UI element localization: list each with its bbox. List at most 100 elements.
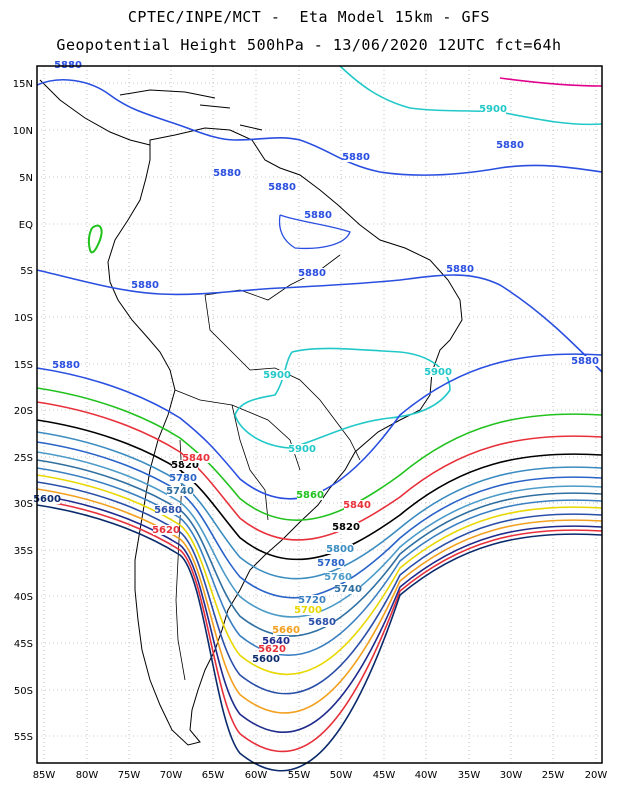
contour-labels: 5880 5900 5880 5880 5880 5880 5880 5880 5880 5880… xyxy=(33,60,599,665)
lon-tick-label: 70W xyxy=(160,770,183,781)
contour-5780 xyxy=(36,441,603,599)
contour-5900 xyxy=(234,347,451,449)
contour-label-bg xyxy=(132,280,158,290)
contour-label: 5620 xyxy=(152,525,180,536)
lat-tick-label: 10S xyxy=(14,313,33,324)
contour-label-bg xyxy=(53,360,79,370)
contour-label-bg xyxy=(309,617,335,627)
contour-label-bg xyxy=(269,182,295,192)
contour-label-bg xyxy=(183,453,209,463)
lat-tick-label: 40S xyxy=(14,592,33,603)
contour-label: 5740 xyxy=(166,486,194,497)
contour-5680 xyxy=(36,481,603,695)
contour-label: 5900 xyxy=(424,367,452,378)
contour-label: 5780 xyxy=(169,473,197,484)
contour-5600 xyxy=(36,504,603,772)
lat-tick-label: 45S xyxy=(14,639,33,650)
lat-tick-label: EQ xyxy=(19,220,33,231)
contour-label-bg xyxy=(253,654,279,664)
contour-label-bg xyxy=(155,505,181,515)
contour-label-bg xyxy=(167,486,193,496)
contour-5900 xyxy=(339,65,603,126)
contour-5920 xyxy=(499,77,603,87)
contour-label: 5680 xyxy=(308,617,336,628)
contour-label: 5840 xyxy=(182,453,210,464)
lon-tick-label: 20W xyxy=(585,770,608,781)
contour-label: 5900 xyxy=(288,444,316,455)
contour-label: 5880 xyxy=(304,210,332,221)
contour-label-bg xyxy=(170,473,196,483)
lon-tick-label: 35W xyxy=(458,770,481,781)
contour-label-bg xyxy=(214,168,240,178)
contour-label-bg xyxy=(318,558,344,568)
contour-5760 xyxy=(36,451,603,618)
lat-tick-label: 55S xyxy=(14,732,33,743)
contour-label-bg xyxy=(299,595,325,605)
contour-label: 5620 xyxy=(258,644,286,655)
central-america-coastline xyxy=(39,79,151,146)
contour-label: 5800 xyxy=(326,544,354,555)
contour-label-bg xyxy=(305,210,331,220)
contour-label-bg xyxy=(172,460,198,470)
lat-tick-label: 20S xyxy=(14,406,33,417)
contour-5720 xyxy=(36,467,603,657)
contour-label: 5880 xyxy=(298,268,326,279)
contour-label-bg xyxy=(572,356,598,366)
contour-label: 5900 xyxy=(479,104,507,115)
contour-label-bg xyxy=(297,490,323,500)
lat-tick-label: 10N xyxy=(13,126,33,137)
contour-label: 5900 xyxy=(263,370,291,381)
contour-label-bg xyxy=(34,494,60,504)
contour-5840 xyxy=(36,401,603,541)
contour-label: 5880 xyxy=(342,152,370,163)
contour-label: 5600 xyxy=(33,494,61,505)
lon-tick-label: 50W xyxy=(330,770,353,781)
map-subtitle: Geopotential Height 500hPa - 13/06/2020 … xyxy=(56,36,562,54)
contour-label-bg xyxy=(153,525,179,535)
contour-label: 5840 xyxy=(343,500,371,511)
contour-label: 5820 xyxy=(171,460,199,471)
contour-label: 5660 xyxy=(272,625,300,636)
contour-5700 xyxy=(36,474,603,676)
lat-tick-label: 30S xyxy=(14,499,33,510)
lat-tick-label: 50S xyxy=(14,686,33,697)
contour-label-bg xyxy=(259,644,285,654)
lon-tick-label: 65W xyxy=(202,770,225,781)
lat-tick-label: 5S xyxy=(20,266,33,277)
lon-tick-label: 85W xyxy=(33,770,56,781)
lon-tick-label: 60W xyxy=(245,770,268,781)
contour-label-bg xyxy=(295,605,321,615)
contour-label-bg xyxy=(325,572,351,582)
lon-tick-label: 55W xyxy=(288,770,311,781)
contour-label: 5880 xyxy=(131,280,159,291)
contour-label: 5880 xyxy=(446,264,474,275)
contour-label-bg xyxy=(327,544,353,554)
contour-label-bg xyxy=(344,500,370,510)
contour-5880 xyxy=(278,214,351,250)
contour-5620 xyxy=(36,499,603,753)
contour-label-bg xyxy=(425,367,451,377)
contour-label-bg xyxy=(447,264,473,274)
contour-label: 5640 xyxy=(262,636,290,647)
lat-tick-label: 15S xyxy=(14,360,33,371)
contour-5880 xyxy=(36,79,603,176)
contour-label: 5880 xyxy=(571,356,599,367)
contour-5860 xyxy=(36,387,603,521)
south-america-coastline xyxy=(107,127,463,746)
contour-label: 5880 xyxy=(268,182,296,193)
lat-tick-label: 25S xyxy=(14,453,33,464)
lon-tick-label: 80W xyxy=(76,770,99,781)
contour-label-bg xyxy=(480,104,506,114)
lon-tick-label: 45W xyxy=(373,770,396,781)
contour-5740 xyxy=(36,459,603,637)
contour-label: 5880 xyxy=(213,168,241,179)
contour-label: 5720 xyxy=(298,595,326,606)
contour-label-bg xyxy=(273,625,299,635)
contour-5820 xyxy=(36,419,603,561)
lat-tick-label: 5N xyxy=(19,173,33,184)
contour-label-bg xyxy=(289,444,315,454)
contour-label-bg xyxy=(333,522,359,532)
contour-label: 5880 xyxy=(52,360,80,371)
contour-5880 xyxy=(36,353,603,500)
